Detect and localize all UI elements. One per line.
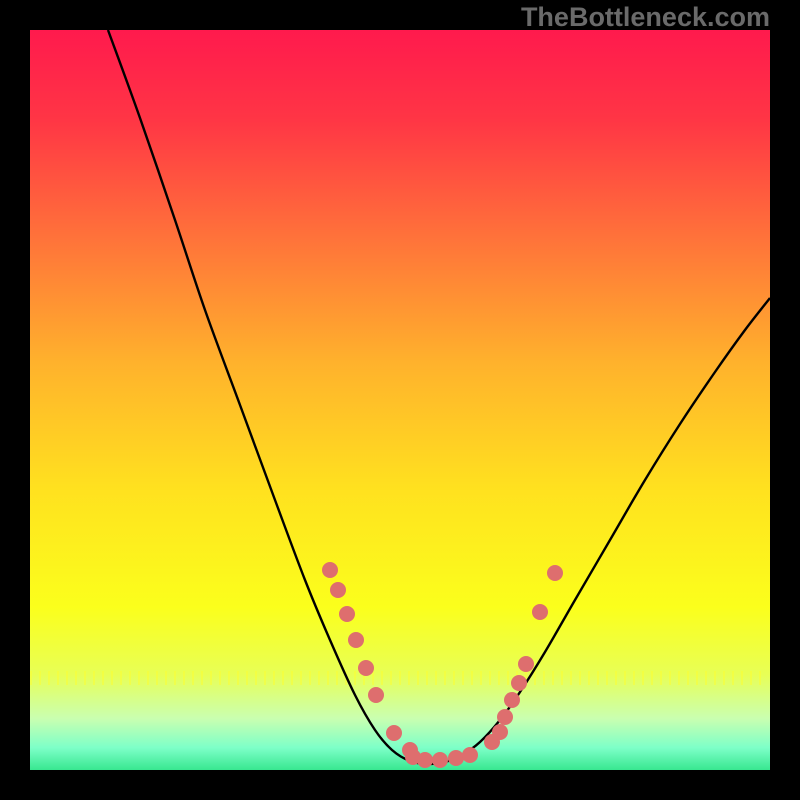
marker-point <box>368 687 384 703</box>
marker-point <box>492 724 508 740</box>
v-curve <box>0 0 800 800</box>
marker-point <box>532 604 548 620</box>
marker-point <box>511 675 527 691</box>
chart-frame: TheBottleneck.com <box>0 0 800 800</box>
marker-point <box>504 692 520 708</box>
marker-point <box>322 562 338 578</box>
marker-point <box>518 656 534 672</box>
marker-point <box>358 660 374 676</box>
marker-point <box>339 606 355 622</box>
marker-point <box>432 752 448 768</box>
dial-band <box>31 671 760 685</box>
marker-point <box>462 747 478 763</box>
marker-point <box>547 565 563 581</box>
marker-point <box>386 725 402 741</box>
curve-path <box>108 30 770 764</box>
marker-point <box>497 709 513 725</box>
marker-point <box>348 632 364 648</box>
marker-point <box>417 752 433 768</box>
marker-point <box>330 582 346 598</box>
